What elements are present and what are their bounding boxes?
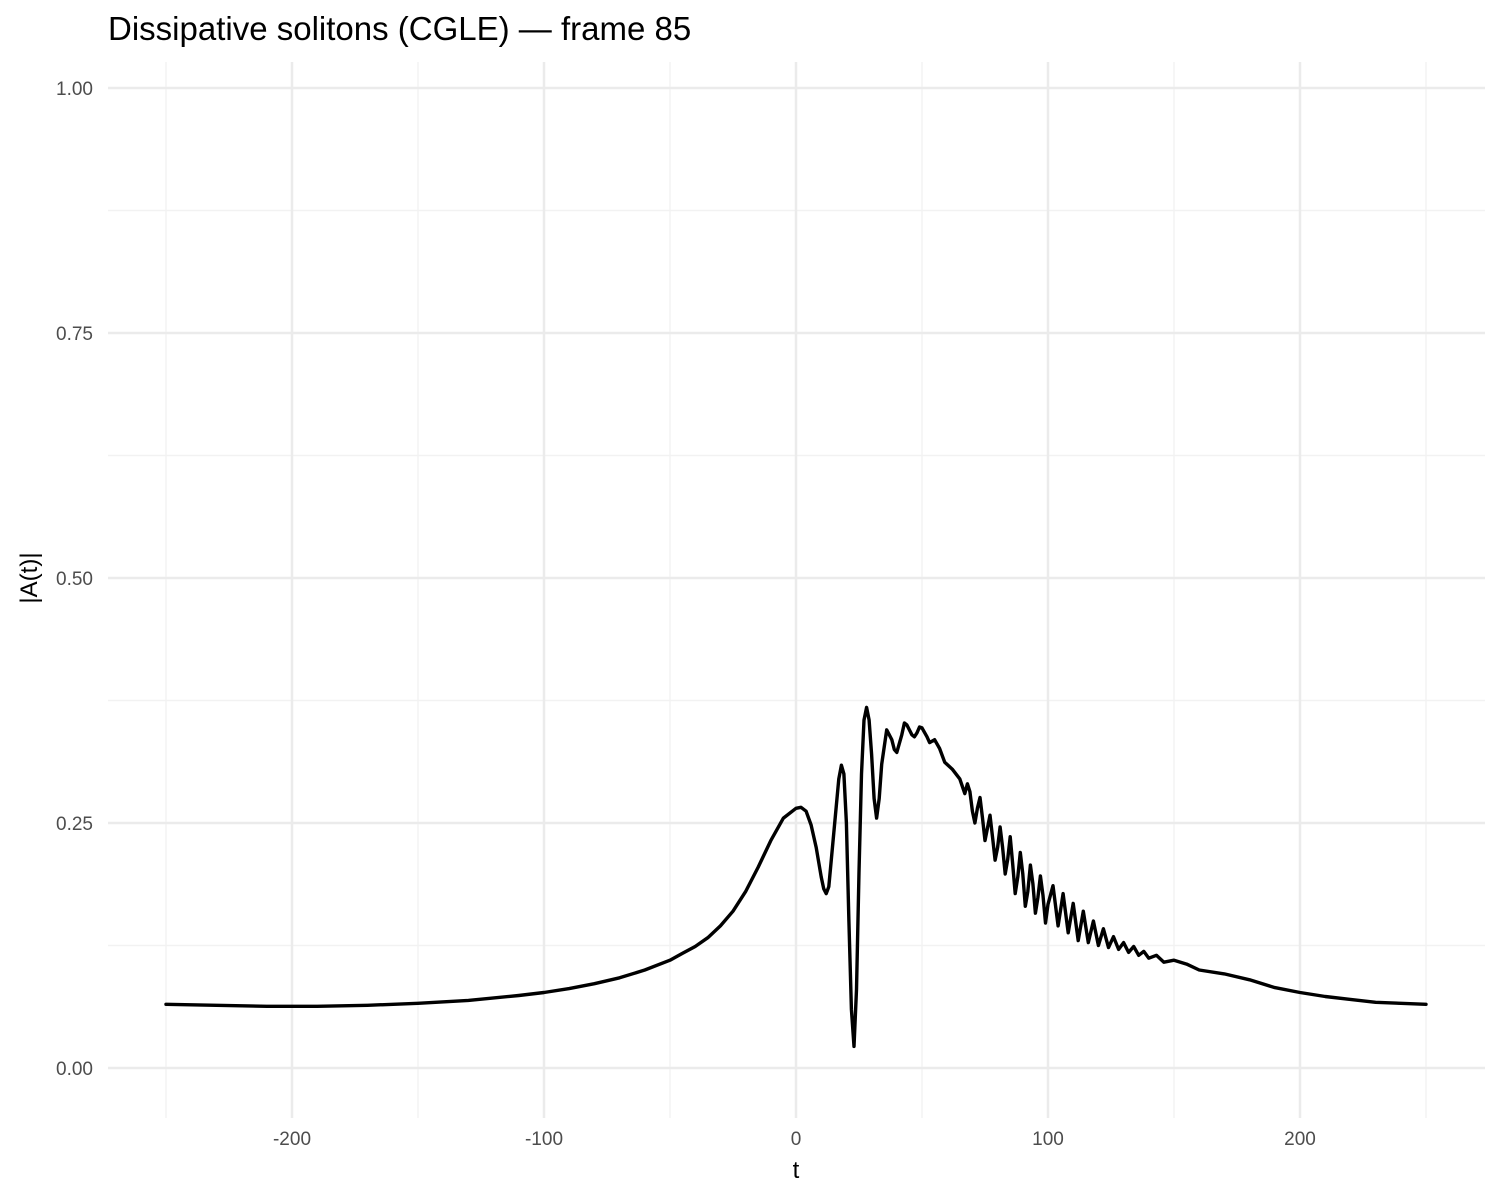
x-tick-label: 0 (791, 1129, 802, 1150)
x-tick-label: 200 (1284, 1129, 1316, 1150)
y-tick-label: 0.75 (56, 324, 93, 345)
y-tick-label: 0.25 (56, 814, 93, 835)
y-axis-tick-labels: 0.00 0.25 0.50 0.75 1.00 (56, 79, 93, 1080)
chart-title: Dissipative solitons (CGLE) — frame 85 (108, 10, 691, 47)
major-gridlines (108, 62, 1485, 1118)
x-tick-label: 100 (1032, 1129, 1064, 1150)
x-tick-label: -200 (273, 1129, 311, 1150)
y-tick-label: 0.00 (56, 1059, 93, 1080)
x-tick-label: -100 (525, 1129, 563, 1150)
y-tick-label: 0.50 (56, 569, 93, 590)
y-tick-label: 1.00 (56, 79, 93, 100)
series-line (164, 705, 1428, 1049)
x-axis-tick-labels: -200 -100 0 100 200 (273, 1129, 1316, 1150)
y-axis-label: |A(t)| (16, 552, 43, 603)
x-axis-label: t (793, 1157, 800, 1184)
series-layer (164, 705, 1428, 1049)
